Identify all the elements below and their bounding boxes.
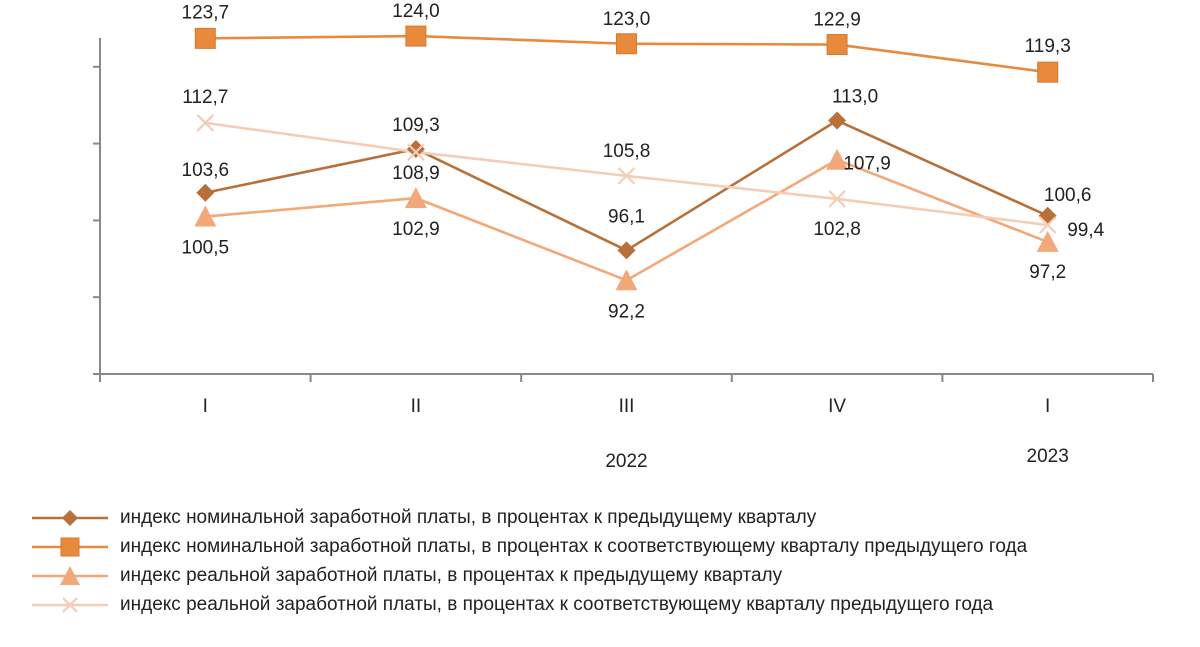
data-point-diamond [1038,206,1057,225]
x-tick-label: I [203,396,208,417]
year-label: 2023 [1027,446,1069,467]
data-label: 119,3 [1025,36,1071,57]
data-point-x [196,114,215,132]
data-point-diamond [196,183,215,202]
data-label: 109,3 [392,115,440,136]
data-point-x [828,190,846,208]
data-label: 96,1 [608,206,645,227]
legend-swatch [32,565,108,585]
data-label: 100,6 [1044,185,1092,206]
data-point-square [405,25,427,47]
data-label: 102,9 [392,219,440,240]
legend-label: индекс реальной заработной платы, в проц… [120,564,783,586]
data-point-diamond [406,139,425,158]
legend-item: индекс реальной заработной платы, в проц… [30,561,1190,590]
data-point-x [617,167,636,185]
data-label: 113,0 [832,87,878,108]
data-label: 97,2 [1029,262,1066,283]
data-point-x [1038,216,1057,234]
data-point-x [407,143,425,161]
data-point-square [194,27,216,49]
legend-marker-diamond [62,509,78,526]
data-label: 107,9 [843,154,891,175]
data-point-diamond [828,111,847,130]
data-label: 100,5 [182,238,230,259]
data-label: 108,9 [392,163,440,184]
x-tick-label: IV [828,396,846,417]
legend-label: индекс номинальной заработной платы, в п… [120,506,817,528]
data-label: 123,0 [603,9,651,30]
series-markers [194,25,1059,291]
data-label: 99,4 [1067,220,1104,241]
x-tick-label: I [1045,396,1050,417]
data-point-diamond [617,241,636,260]
data-point-square [826,34,848,56]
year-label: 2022 [605,451,647,472]
data-label: 102,8 [813,219,861,240]
legend-swatch [32,509,108,526]
legend-swatch [32,537,108,556]
x-tick-label: II [411,396,422,417]
data-point-triangle [826,148,849,170]
data-label: 122,9 [813,10,861,31]
data-point-triangle [615,269,638,291]
legend-item: индекс номинальной заработной платы, в п… [30,503,1190,532]
data-point-square [616,33,637,55]
data-label: 124,0 [392,1,440,22]
data-point-triangle [194,205,217,227]
data-label: 123,7 [182,2,230,23]
data-point-square [1037,61,1059,83]
data-label: 92,2 [608,301,645,322]
legend-marker-square [60,537,80,556]
legend-item: индекс реальной заработной платы, в проц… [30,590,1190,619]
data-point-triangle [1036,230,1059,252]
legend-marker-x [62,596,78,613]
legend: индекс номинальной заработной платы, в п… [30,503,1190,619]
chart-area: I II III IV I 2022 2023 103,6 109,3 96,1 113,0 100… [93,1,1154,472]
legend-label: индекс реальной заработной платы, в проц… [120,593,994,615]
legend-item: индекс номинальной заработной платы, в п… [30,532,1190,561]
data-point-triangle [404,187,427,209]
legend-label: индекс номинальной заработной платы, в п… [120,535,1028,557]
data-label: 105,8 [603,141,651,162]
data-labels: 103,6 109,3 96,1 113,0 100,6 123,7 124,0 123,0 1… [182,1,1105,322]
legend-swatch [32,596,108,613]
data-label: 112,7 [182,87,228,108]
legend-marker-triangle [60,565,80,585]
data-label: 103,6 [182,160,230,181]
x-tick-label: III [619,396,635,417]
